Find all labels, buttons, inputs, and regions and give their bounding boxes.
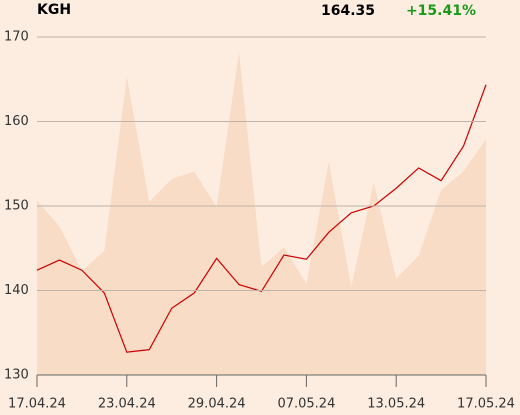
y-tick-label: 150: [4, 199, 29, 214]
x-tick-label: 17.05.24: [457, 397, 515, 412]
x-tick-label: 17.04.24: [8, 397, 66, 412]
y-tick-label: 130: [4, 368, 29, 383]
ticker: KGH: [37, 2, 71, 18]
area: [37, 52, 486, 376]
x-tick-label: 07.05.24: [277, 397, 335, 412]
x-tick-label: 13.05.24: [367, 397, 425, 412]
x-tick-label: 29.04.24: [188, 397, 246, 412]
price: 164.35: [321, 3, 375, 19]
y-tick-label: 140: [4, 283, 29, 298]
change: +15.41%: [406, 3, 476, 19]
y-tick-label: 170: [4, 30, 29, 45]
x-tick-label: 23.04.24: [98, 397, 156, 412]
line: [36, 84, 487, 353]
y-tick-label: 160: [4, 114, 29, 129]
